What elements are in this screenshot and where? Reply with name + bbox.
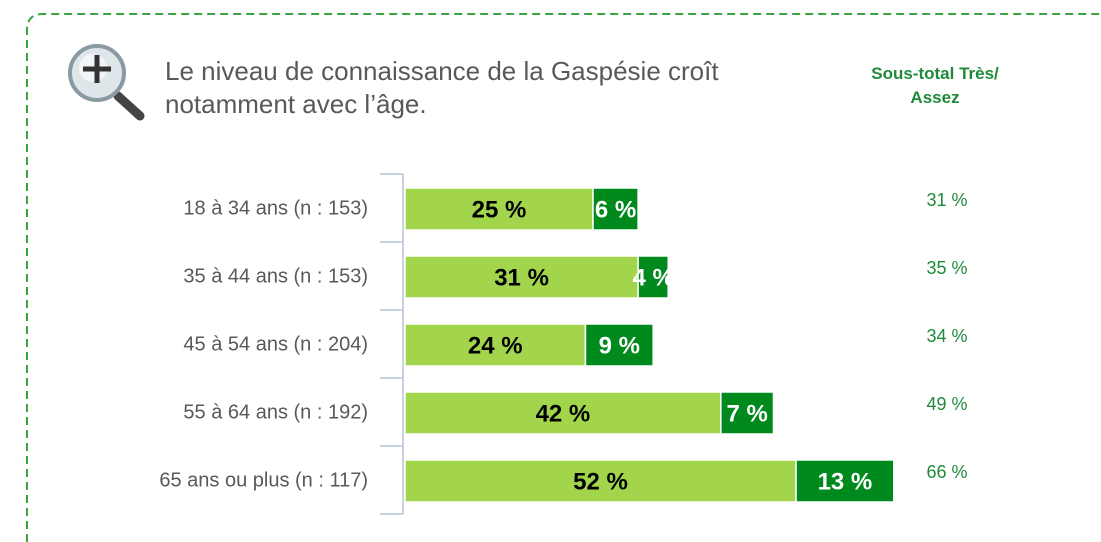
category-label: 65 ans ou plus (n : 117)	[159, 469, 368, 491]
subtotal-value: 35 %	[926, 258, 967, 278]
category-label: 45 à 54 ans (n : 204)	[183, 333, 368, 355]
subtotal-value: 34 %	[926, 326, 967, 346]
value-label: 52 %	[573, 468, 628, 495]
value-label: 4 %	[632, 264, 673, 291]
bar-segment	[592, 187, 639, 231]
chart-title: Le niveau de connaissance de la Gaspésie…	[165, 56, 719, 119]
bar-segment	[584, 323, 654, 367]
subtotal-value: 66 %	[926, 462, 967, 482]
value-label: 7 %	[726, 400, 767, 427]
bar-segment	[404, 323, 587, 367]
category-label: 18 à 34 ans (n : 153)	[183, 197, 368, 219]
subtotal-title: Sous-total Très/ Assez	[871, 64, 999, 107]
bar-segment	[720, 391, 775, 435]
category-label: 55 à 64 ans (n : 192)	[183, 401, 368, 423]
subtotal-value: 31 %	[926, 190, 967, 210]
value-label: 9 %	[599, 332, 640, 359]
value-label: 24 %	[468, 332, 523, 359]
subtotal-value: 49 %	[926, 394, 967, 414]
bar-segment	[404, 391, 722, 435]
bar-segment	[795, 459, 895, 503]
bar-segment	[637, 255, 669, 299]
bar-segment	[404, 187, 594, 231]
category-label: 35 à 44 ans (n : 153)	[183, 265, 368, 287]
bar-segment	[404, 459, 797, 503]
value-label: 6 %	[595, 196, 636, 223]
dashed-frame	[26, 13, 1101, 542]
zoom-icon	[68, 44, 145, 121]
value-label: 31 %	[494, 264, 549, 291]
value-label: 13 %	[818, 468, 873, 495]
value-label: 25 %	[472, 196, 527, 223]
value-label: 42 %	[536, 400, 591, 427]
